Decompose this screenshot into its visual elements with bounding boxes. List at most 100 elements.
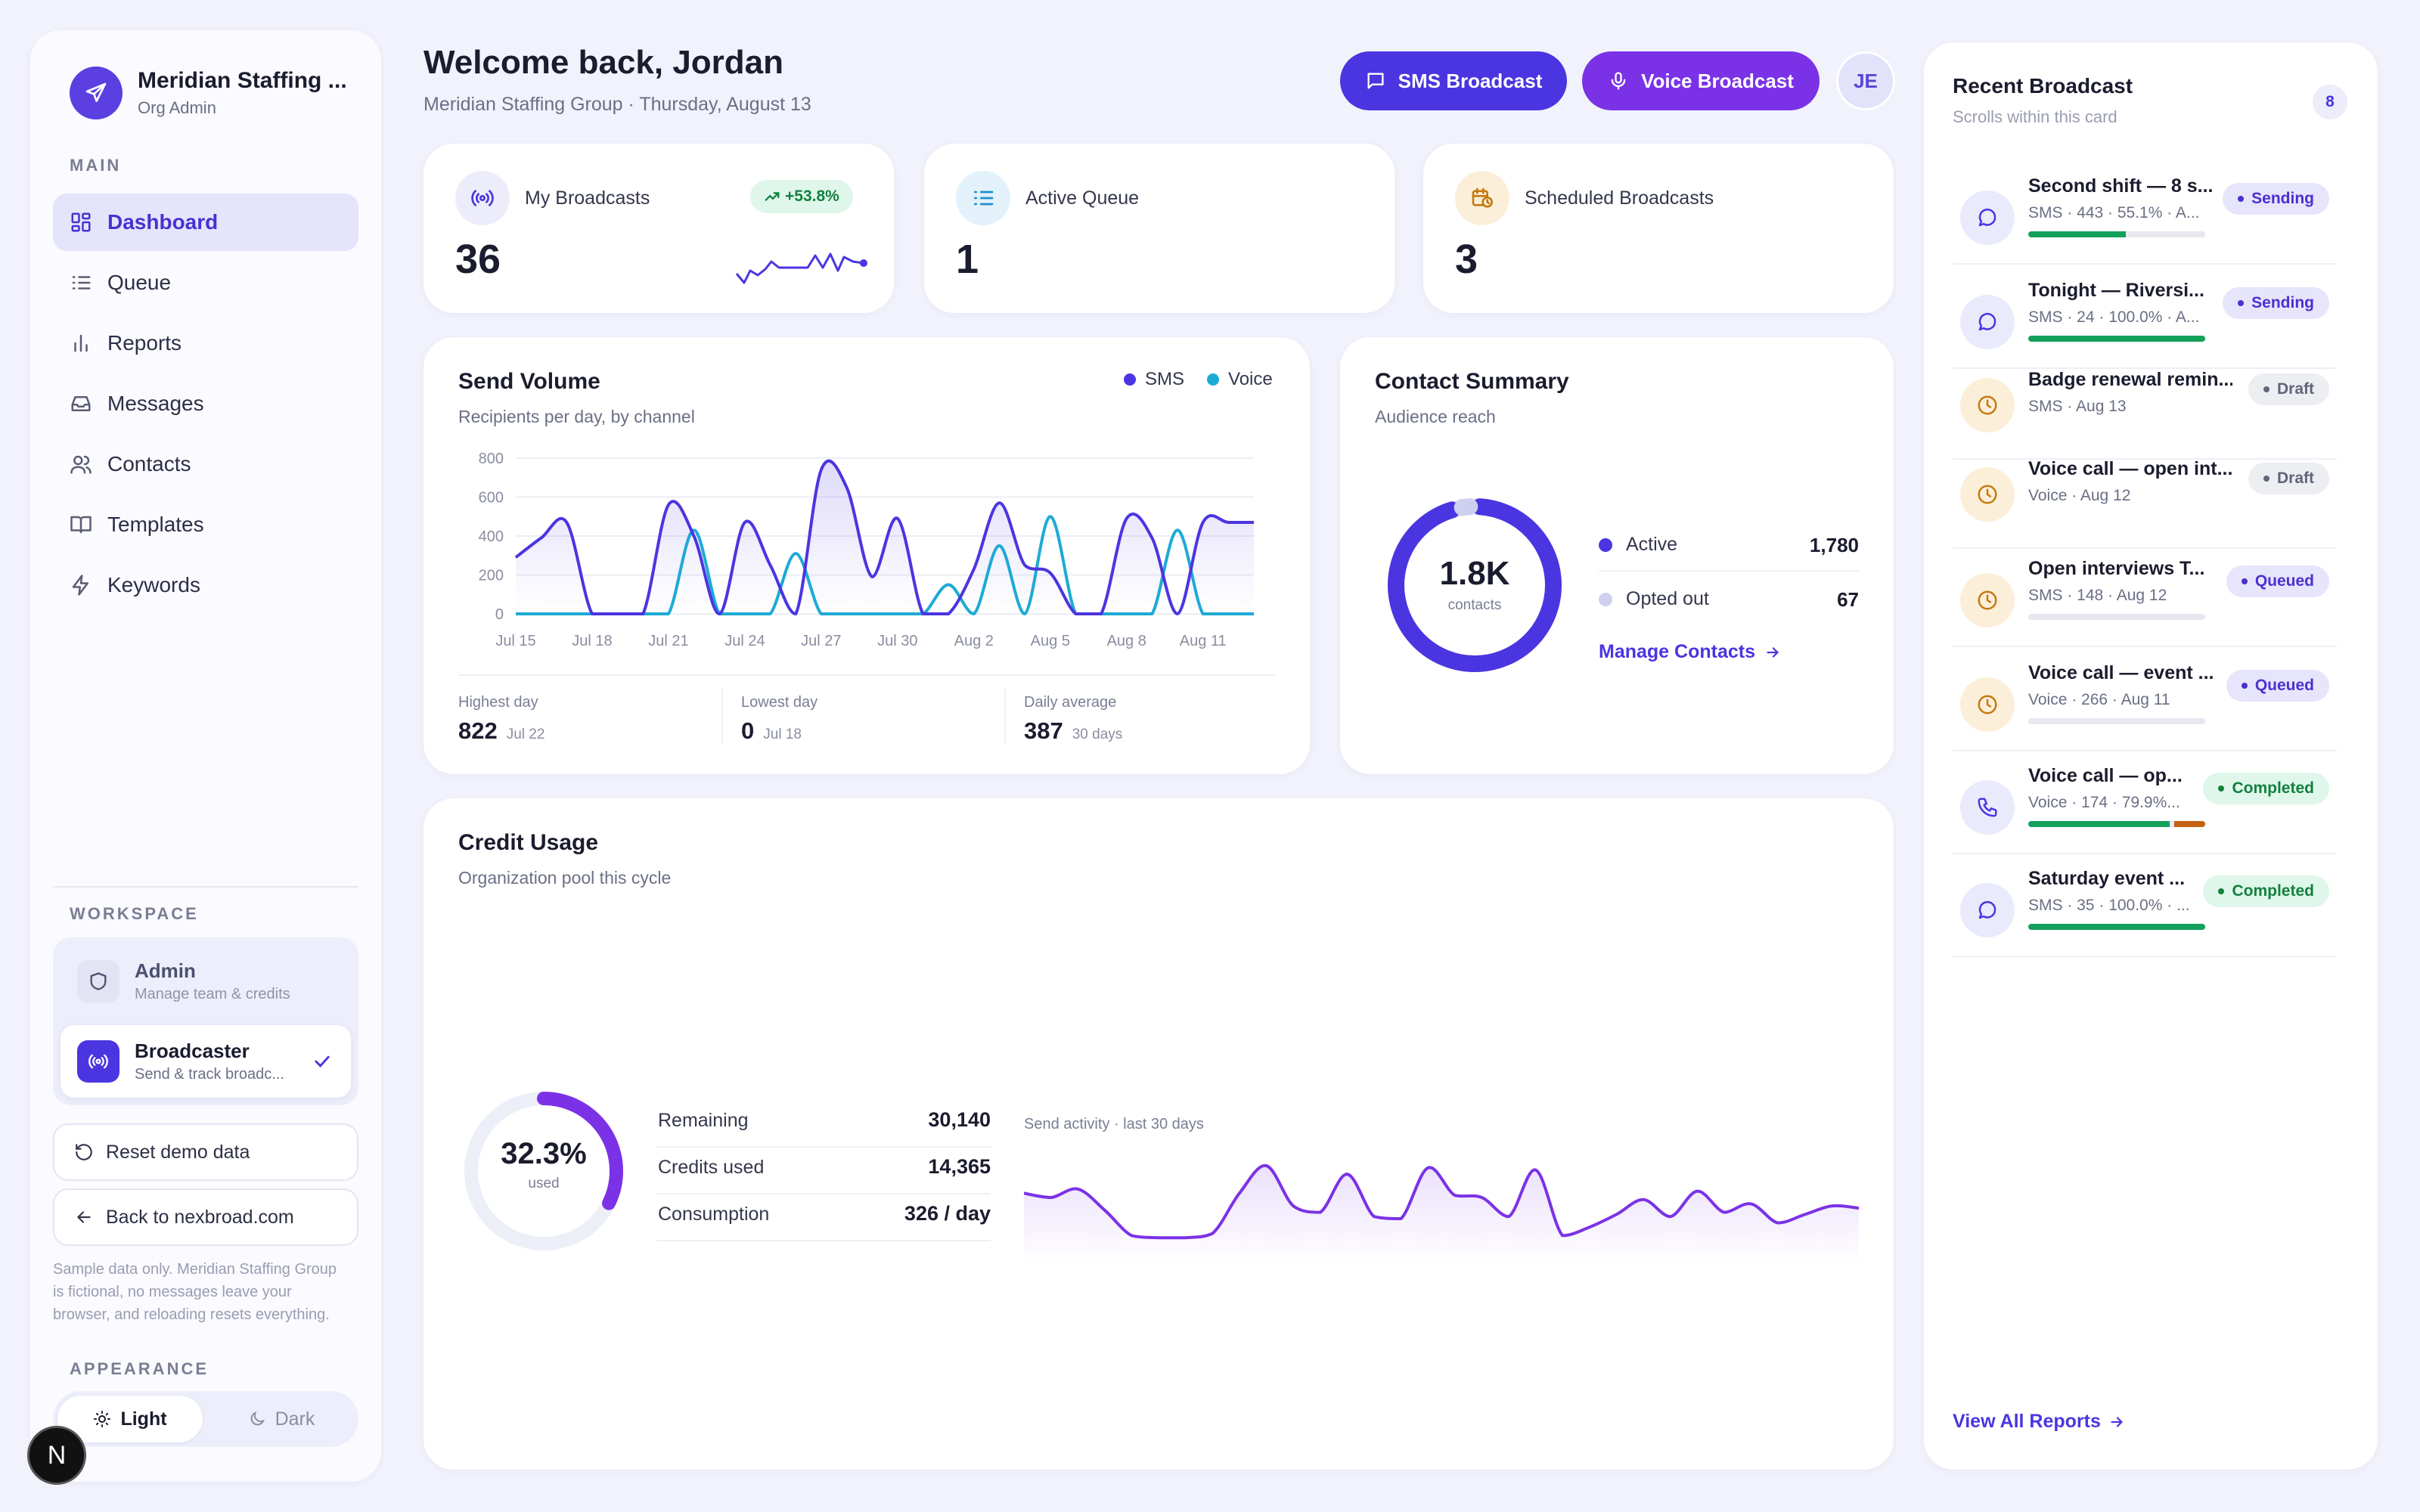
next-dev-badge[interactable]: N xyxy=(27,1426,86,1485)
sun-icon xyxy=(94,1411,111,1427)
row-value: 14,365 xyxy=(928,1155,991,1178)
theme-dark-option[interactable]: Dark xyxy=(209,1396,354,1442)
stat-value: 387 xyxy=(1024,717,1063,744)
contact-opted-row: Opted out 67 xyxy=(1599,578,1859,626)
queue-icon xyxy=(72,276,91,290)
shield-icon xyxy=(77,960,119,1002)
broadcast-meta: Voice · Aug 12 xyxy=(2028,487,2131,504)
broadcast-title: Voice call — event ... xyxy=(2028,662,2214,683)
broadcast-meta: Voice · 266 · Aug 11 xyxy=(2028,691,2170,708)
card-subtitle: Audience reach xyxy=(1375,407,1496,426)
credit-usage-card: Credit Usage Organization pool this cycl… xyxy=(424,798,1894,1470)
contact-donut-chart xyxy=(1388,498,1562,672)
status-dot xyxy=(2238,300,2245,306)
progress-bar xyxy=(2028,821,2205,827)
nav-reports[interactable]: Reports xyxy=(53,314,358,372)
broadcasts-sparkline xyxy=(735,253,867,284)
progress-bar xyxy=(2028,231,2205,237)
chart-legend: SMS Voice xyxy=(1124,369,1273,390)
view-all-label: View All Reports xyxy=(1953,1411,2101,1432)
sidebar-divider xyxy=(53,886,358,888)
status-label: Queued xyxy=(2254,677,2314,694)
opted-label: Opted out xyxy=(1626,588,1709,609)
recent-broadcast-item[interactable]: Tonight — Riversi... SMS · 24 · 100.0% · … xyxy=(1953,278,2337,369)
card-title: Recent Broadcast xyxy=(1953,74,2133,98)
stat-my-broadcasts[interactable]: My Broadcasts +53.8% 36 xyxy=(424,144,894,313)
stat-label: My Broadcasts xyxy=(525,187,650,209)
donut-center: 1.8K contacts xyxy=(1384,555,1565,614)
stat-active-queue[interactable]: Active Queue 1 xyxy=(924,144,1395,313)
nav-label: Templates xyxy=(107,513,204,536)
workspace-subtitle: Send & track broadc... xyxy=(135,1066,284,1083)
recent-broadcast-item[interactable]: Voice call — event ... Voice · 266 · Aug … xyxy=(1953,661,2337,751)
trending-up-icon xyxy=(765,192,780,201)
manage-link-label: Manage Contacts xyxy=(1599,641,1755,662)
workspace-admin[interactable]: Admin Manage team & credits xyxy=(60,945,351,1018)
activity-label: Send activity · last 30 days xyxy=(1024,1116,1204,1132)
row-value: 326 / day xyxy=(904,1202,991,1225)
reset-demo-button[interactable]: Reset demo data xyxy=(53,1123,358,1181)
donut-value: 1.8K xyxy=(1439,555,1510,592)
credits-used-row: Credits used 14,365 xyxy=(656,1148,991,1194)
legend-voice-dot xyxy=(1207,373,1220,386)
credit-percent-label: used xyxy=(528,1176,560,1191)
nav-templates[interactable]: Templates xyxy=(53,496,358,553)
status-badge: Sending xyxy=(2223,287,2329,319)
recent-broadcast-card: Recent Broadcast Scrolls within this car… xyxy=(1924,42,2378,1470)
nav-contacts[interactable]: Contacts xyxy=(53,435,358,493)
recent-broadcast-item[interactable]: Voice call — open int... Voice · Aug 12 Dr… xyxy=(1953,458,2337,549)
nav-messages[interactable]: Messages xyxy=(53,375,358,432)
reports-icon xyxy=(74,334,88,352)
status-badge: Sending xyxy=(2223,183,2329,215)
highest-day-stat: Highest day 822 Jul 22 xyxy=(458,694,544,745)
broadcast-meta: Voice · 174 · 79.9%... xyxy=(2028,794,2180,811)
nav-keywords[interactable]: Keywords xyxy=(53,556,358,614)
stat-date: Jul 18 xyxy=(763,727,802,742)
view-all-reports-link[interactable]: View All Reports xyxy=(1953,1411,2125,1433)
user-avatar[interactable]: JE xyxy=(1836,51,1895,110)
recent-broadcast-item[interactable]: Voice call — op... Voice · 174 · 79.9%...… xyxy=(1953,764,2337,854)
appearance-section-label: APPEARANCE xyxy=(70,1359,209,1378)
nav-label: Queue xyxy=(107,271,172,294)
workspace-broadcaster[interactable]: Broadcaster Send & track broadc... xyxy=(60,1025,351,1098)
card-title: Credit Usage xyxy=(458,830,599,855)
messages-icon xyxy=(71,396,91,411)
y-tick-label: 400 xyxy=(479,528,504,545)
back-to-site-button[interactable]: Back to nexbroad.com xyxy=(53,1188,358,1246)
recent-broadcast-item[interactable]: Saturday event ... SMS · 35 · 100.0% · ..… xyxy=(1953,866,2337,957)
stat-scheduled[interactable]: Scheduled Broadcasts 3 xyxy=(1423,144,1894,313)
recent-broadcast-item[interactable]: Open interviews T... SMS · 148 · Aug 12 Qu… xyxy=(1953,556,2337,647)
org-name: Meridian Staffing ... xyxy=(138,68,347,93)
workspace-switcher: Admin Manage team & credits Broadcaster … xyxy=(53,937,358,1105)
keywords-icon xyxy=(72,575,88,596)
broadcast-meta: SMS · 148 · Aug 12 xyxy=(2028,587,2167,604)
trend-badge: +53.8% xyxy=(750,180,853,213)
voice-broadcast-button[interactable]: Voice Broadcast xyxy=(1582,51,1820,110)
manage-contacts-link[interactable]: Manage Contacts xyxy=(1599,641,1781,663)
stat-label: Scheduled Broadcasts xyxy=(1525,187,1714,209)
status-label: Sending xyxy=(2251,190,2314,207)
status-label: Draft xyxy=(2276,380,2314,398)
row-value: 30,140 xyxy=(928,1108,991,1131)
microphone-icon xyxy=(1611,72,1626,90)
status-label: Draft xyxy=(2276,469,2314,487)
clock-icon xyxy=(1960,467,2015,522)
demo-note: Sample data only. Meridian Staffing Grou… xyxy=(53,1261,337,1323)
org-logo[interactable] xyxy=(70,67,123,119)
sms-broadcast-button[interactable]: SMS Broadcast xyxy=(1340,51,1567,110)
theme-light-option[interactable]: Light xyxy=(57,1396,203,1442)
workspace-section-label: WORKSPACE xyxy=(70,904,199,923)
x-tick-label: Jul 27 xyxy=(801,633,841,649)
phone-icon xyxy=(1960,780,2015,835)
recent-broadcast-item[interactable]: Second shift — 8 s... SMS · 443 · 55.1% ·… xyxy=(1953,174,2337,265)
page-title: Welcome back, Jordan xyxy=(424,44,784,81)
nav-queue[interactable]: Queue xyxy=(53,254,358,311)
ring-used-arc xyxy=(464,1092,623,1250)
nav-dashboard[interactable]: Dashboard xyxy=(53,194,358,251)
credit-ring-chart xyxy=(464,1092,623,1250)
clock-icon xyxy=(1960,573,2015,627)
nav-label: Reports xyxy=(107,331,182,355)
x-tick-label: Jul 15 xyxy=(495,633,535,649)
broadcast-meta: SMS · 35 · 100.0% · ... xyxy=(2028,897,2190,914)
recent-broadcast-item[interactable]: Badge renewal remin... SMS · Aug 13 Draft xyxy=(1953,369,2337,460)
